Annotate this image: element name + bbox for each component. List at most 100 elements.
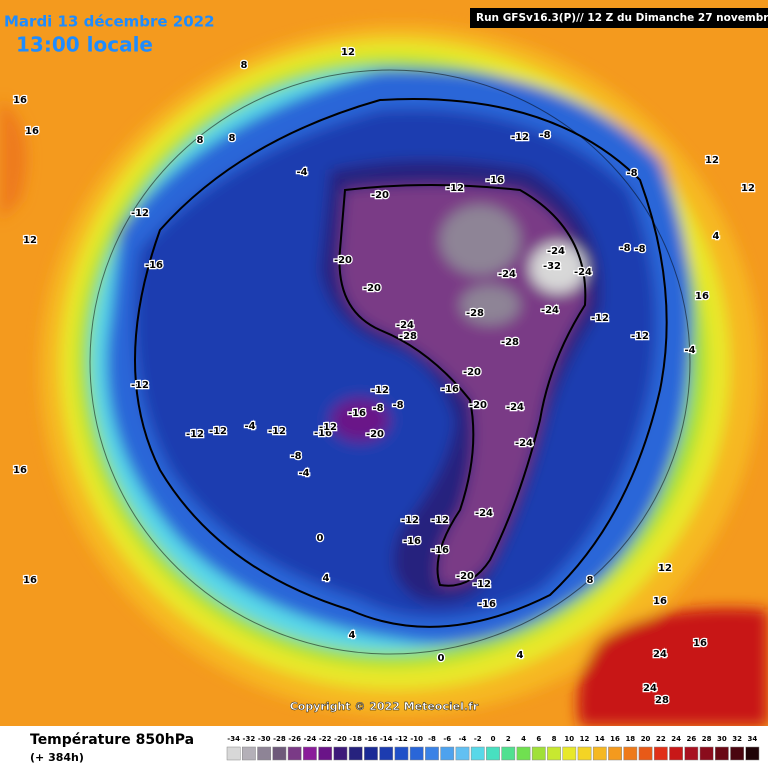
colorbar-swatch (684, 746, 699, 761)
contour-label: -12 (371, 385, 389, 396)
contour-label: 28 (655, 695, 669, 706)
colorbar-swatch (318, 746, 333, 761)
colorbar-label: 8 (552, 735, 557, 743)
colorbar-swatch (577, 746, 592, 761)
colorbar-swatch (257, 746, 272, 761)
contour-label: -24 (396, 320, 414, 331)
colorbar-swatch (714, 746, 729, 761)
contour-label: -12 (319, 422, 337, 433)
contour-label: -12 (209, 426, 227, 437)
contour-label: -16 (145, 260, 163, 271)
colorbar-label: 0 (491, 735, 496, 743)
contour-label: 4 (713, 231, 720, 242)
colorbar-swatch (623, 746, 638, 761)
contour-label: -28 (501, 337, 519, 348)
colorbar-label: 32 (732, 735, 742, 743)
colorbar-label: 30 (717, 735, 727, 743)
contour-label: -16 (403, 536, 421, 547)
contour-label: -12 (401, 515, 419, 526)
contour-label: -12 (446, 183, 464, 194)
colorbar-label: 4 (521, 735, 526, 743)
colorbar-swatch (653, 746, 668, 761)
contour-label: -8 (619, 243, 630, 254)
colorbar-label: -14 (380, 735, 393, 743)
colorbar-swatch (608, 746, 622, 761)
contour-label: -28 (466, 308, 484, 319)
colorbar-label: 18 (625, 735, 635, 743)
colorbar-swatch (242, 746, 256, 761)
colorbar-swatch (547, 746, 561, 761)
colorbar-label: 24 (671, 735, 681, 743)
contour-label: -12 (186, 429, 204, 440)
contour-label: -12 (131, 380, 149, 391)
contour-label: -24 (506, 402, 524, 413)
contour-label: 0 (317, 533, 324, 544)
contour-label: -16 (431, 545, 449, 556)
contour-label: 24 (643, 683, 657, 694)
contour-label: -12 (591, 313, 609, 324)
contour-label: -24 (475, 508, 493, 519)
contour-label: 12 (741, 183, 755, 194)
colorbar-label: 20 (641, 735, 651, 743)
contour-label: 4 (349, 630, 356, 641)
colorbar-label: -8 (428, 735, 436, 743)
contour-label: -12 (631, 331, 649, 342)
colorbar-swatch (287, 746, 302, 761)
contour-label: -16 (441, 384, 459, 395)
contour-label: -20 (366, 429, 384, 440)
colorbar-swatch (440, 746, 455, 761)
colorbar-label: -18 (349, 735, 362, 743)
colorbar-swatch (455, 746, 470, 761)
contour-label: -24 (515, 438, 533, 449)
contour-label: -8 (539, 130, 550, 141)
contour-label: -12 (473, 579, 491, 590)
colorbar-swatch (333, 746, 348, 761)
colorbar-swatch (592, 746, 607, 761)
contour-label: -24 (574, 267, 592, 278)
contour-label: -24 (547, 246, 565, 257)
contour-label: -8 (372, 403, 383, 414)
colorbar-label: 12 (580, 735, 590, 743)
contour-label: -24 (541, 305, 559, 316)
colorbar-label: 28 (702, 735, 712, 743)
contour-label: 16 (653, 596, 667, 607)
colorbar-swatch (638, 746, 653, 761)
contour-label: -8 (290, 451, 301, 462)
colorbar-swatch (272, 746, 287, 761)
contour-label: -16 (314, 428, 332, 439)
contour-label: -20 (334, 255, 352, 266)
contour-label: 8 (229, 133, 236, 144)
colorbar-swatch (486, 746, 500, 761)
contour-label: -20 (456, 571, 474, 582)
colorbar-label: -16 (365, 735, 378, 743)
colorbar-label: -34 (227, 735, 240, 743)
colorbar-swatch (409, 746, 424, 761)
contour-label: -20 (463, 367, 481, 378)
contour-label: 24 (653, 649, 667, 660)
colorbar-swatch (470, 746, 485, 761)
legend-lead: (+ 384h) (30, 751, 84, 764)
colorbar-label: 2 (506, 735, 511, 743)
contour-label: 12 (658, 563, 672, 574)
colorbar-swatch (303, 746, 317, 761)
colorbar-label: -32 (243, 735, 256, 743)
copyright: Copyright © 2022 Meteociel.fr (290, 700, 479, 713)
colorbar-label: -26 (288, 735, 301, 743)
colorbar-swatch (730, 746, 744, 761)
run-info: Run GFSv16.3(P)// 12 Z du Dimanche 27 no… (476, 12, 768, 24)
colorbar-swatch (745, 746, 760, 761)
contour-label: -16 (348, 408, 366, 419)
contour-label: -4 (244, 421, 255, 432)
run-box (470, 8, 768, 28)
contour-label: -20 (371, 190, 389, 201)
contour-label: 16 (695, 291, 709, 302)
colorbar-swatch (379, 746, 394, 761)
colorbar-swatch (669, 746, 683, 761)
contour-label: -20 (469, 400, 487, 411)
contour-label: -4 (684, 345, 695, 356)
colorbar-label: -30 (258, 735, 271, 743)
colorbar-swatch (425, 746, 439, 761)
forecast-time: 13:00 locale (16, 33, 153, 57)
colorbar: -34 -32 -30 -28 -26 -24 -22 -20 -18 -16 -14 -12 -10-… (226, 735, 760, 761)
